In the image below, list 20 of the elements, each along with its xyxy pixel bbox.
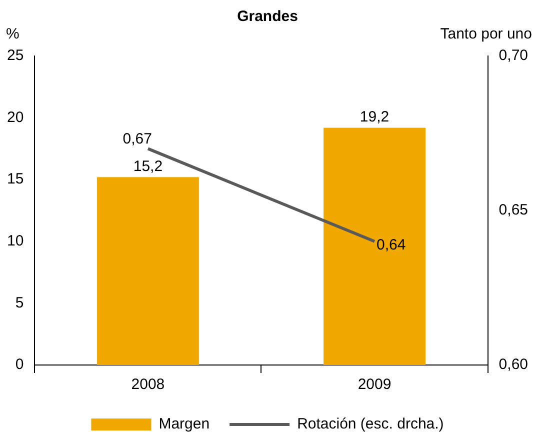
y2-tick-label: 0,70 — [498, 47, 528, 64]
y-tick-label: 25 — [6, 47, 24, 64]
y-tick-label: 15 — [6, 170, 24, 188]
y-tick-label: 0 — [15, 356, 24, 374]
legend-label: Margen — [158, 416, 210, 433]
y2-tick-label: 0,65 — [498, 202, 528, 219]
y-tick-label: 20 — [6, 108, 24, 126]
data-label: 0,67 — [122, 130, 152, 148]
legend-label: Rotación (esc. drcha.) — [297, 416, 444, 433]
x-tick-label: 2009 — [358, 376, 392, 394]
y2-tick-label: 0,60 — [498, 356, 528, 374]
data-label: 0,64 — [376, 236, 406, 254]
y-tick-label: 5 — [15, 294, 24, 312]
y-tick-label: 10 — [6, 232, 24, 250]
data-label: 15,2 — [133, 158, 163, 175]
y-axis-title: % — [6, 26, 20, 43]
chart-title: Grandes — [237, 8, 298, 26]
y2-axis-title: Tanto por uno — [440, 26, 532, 43]
data-label: 19,2 — [360, 108, 390, 126]
x-tick-label: 2008 — [131, 376, 165, 394]
